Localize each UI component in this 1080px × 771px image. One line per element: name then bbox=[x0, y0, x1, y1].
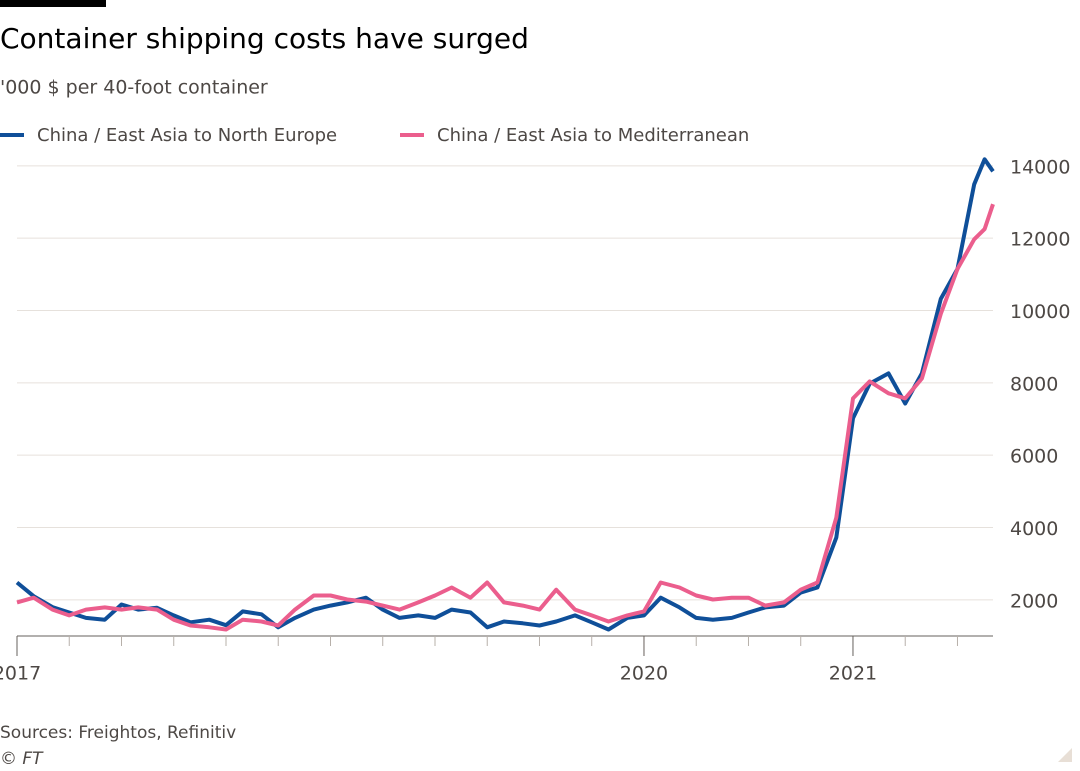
y-tick-label: 6000 bbox=[1010, 446, 1058, 468]
chart-subtitle: '000 $ per 40-foot container bbox=[0, 77, 268, 99]
credit: © FT bbox=[0, 749, 44, 769]
source: Sources: Freightos, Refinitiv bbox=[0, 723, 236, 743]
y-tick-label: 14000 bbox=[1010, 156, 1070, 178]
x-tick-label: 2020 bbox=[620, 663, 668, 685]
y-tick-label: 12000 bbox=[1010, 229, 1070, 251]
series-line bbox=[16, 203, 995, 632]
chart-title: Container shipping costs have surged bbox=[0, 22, 529, 55]
brand-bar bbox=[0, 0, 106, 7]
legend-label: China / East Asia to Mediterranean bbox=[437, 125, 749, 146]
legend-label: China / East Asia to North Europe bbox=[37, 125, 337, 146]
y-tick-label: 2000 bbox=[1010, 590, 1058, 612]
y-tick-label: 8000 bbox=[1010, 373, 1058, 395]
x-tick-label: 2017 bbox=[0, 663, 41, 685]
x-tick-label: 2021 bbox=[829, 663, 877, 685]
series-line bbox=[15, 157, 995, 632]
y-tick-label: 10000 bbox=[1010, 301, 1070, 323]
y-tick-label: 4000 bbox=[1010, 518, 1058, 540]
corner-mark bbox=[1058, 748, 1072, 762]
